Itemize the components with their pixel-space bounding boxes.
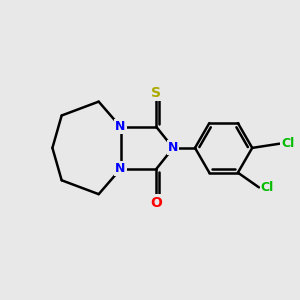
Text: N: N (116, 120, 126, 134)
Text: N: N (116, 162, 126, 176)
Text: Cl: Cl (261, 181, 274, 194)
Text: Cl: Cl (281, 137, 295, 150)
Text: S: S (151, 86, 161, 100)
Text: N: N (168, 141, 178, 154)
Text: O: O (150, 196, 162, 210)
